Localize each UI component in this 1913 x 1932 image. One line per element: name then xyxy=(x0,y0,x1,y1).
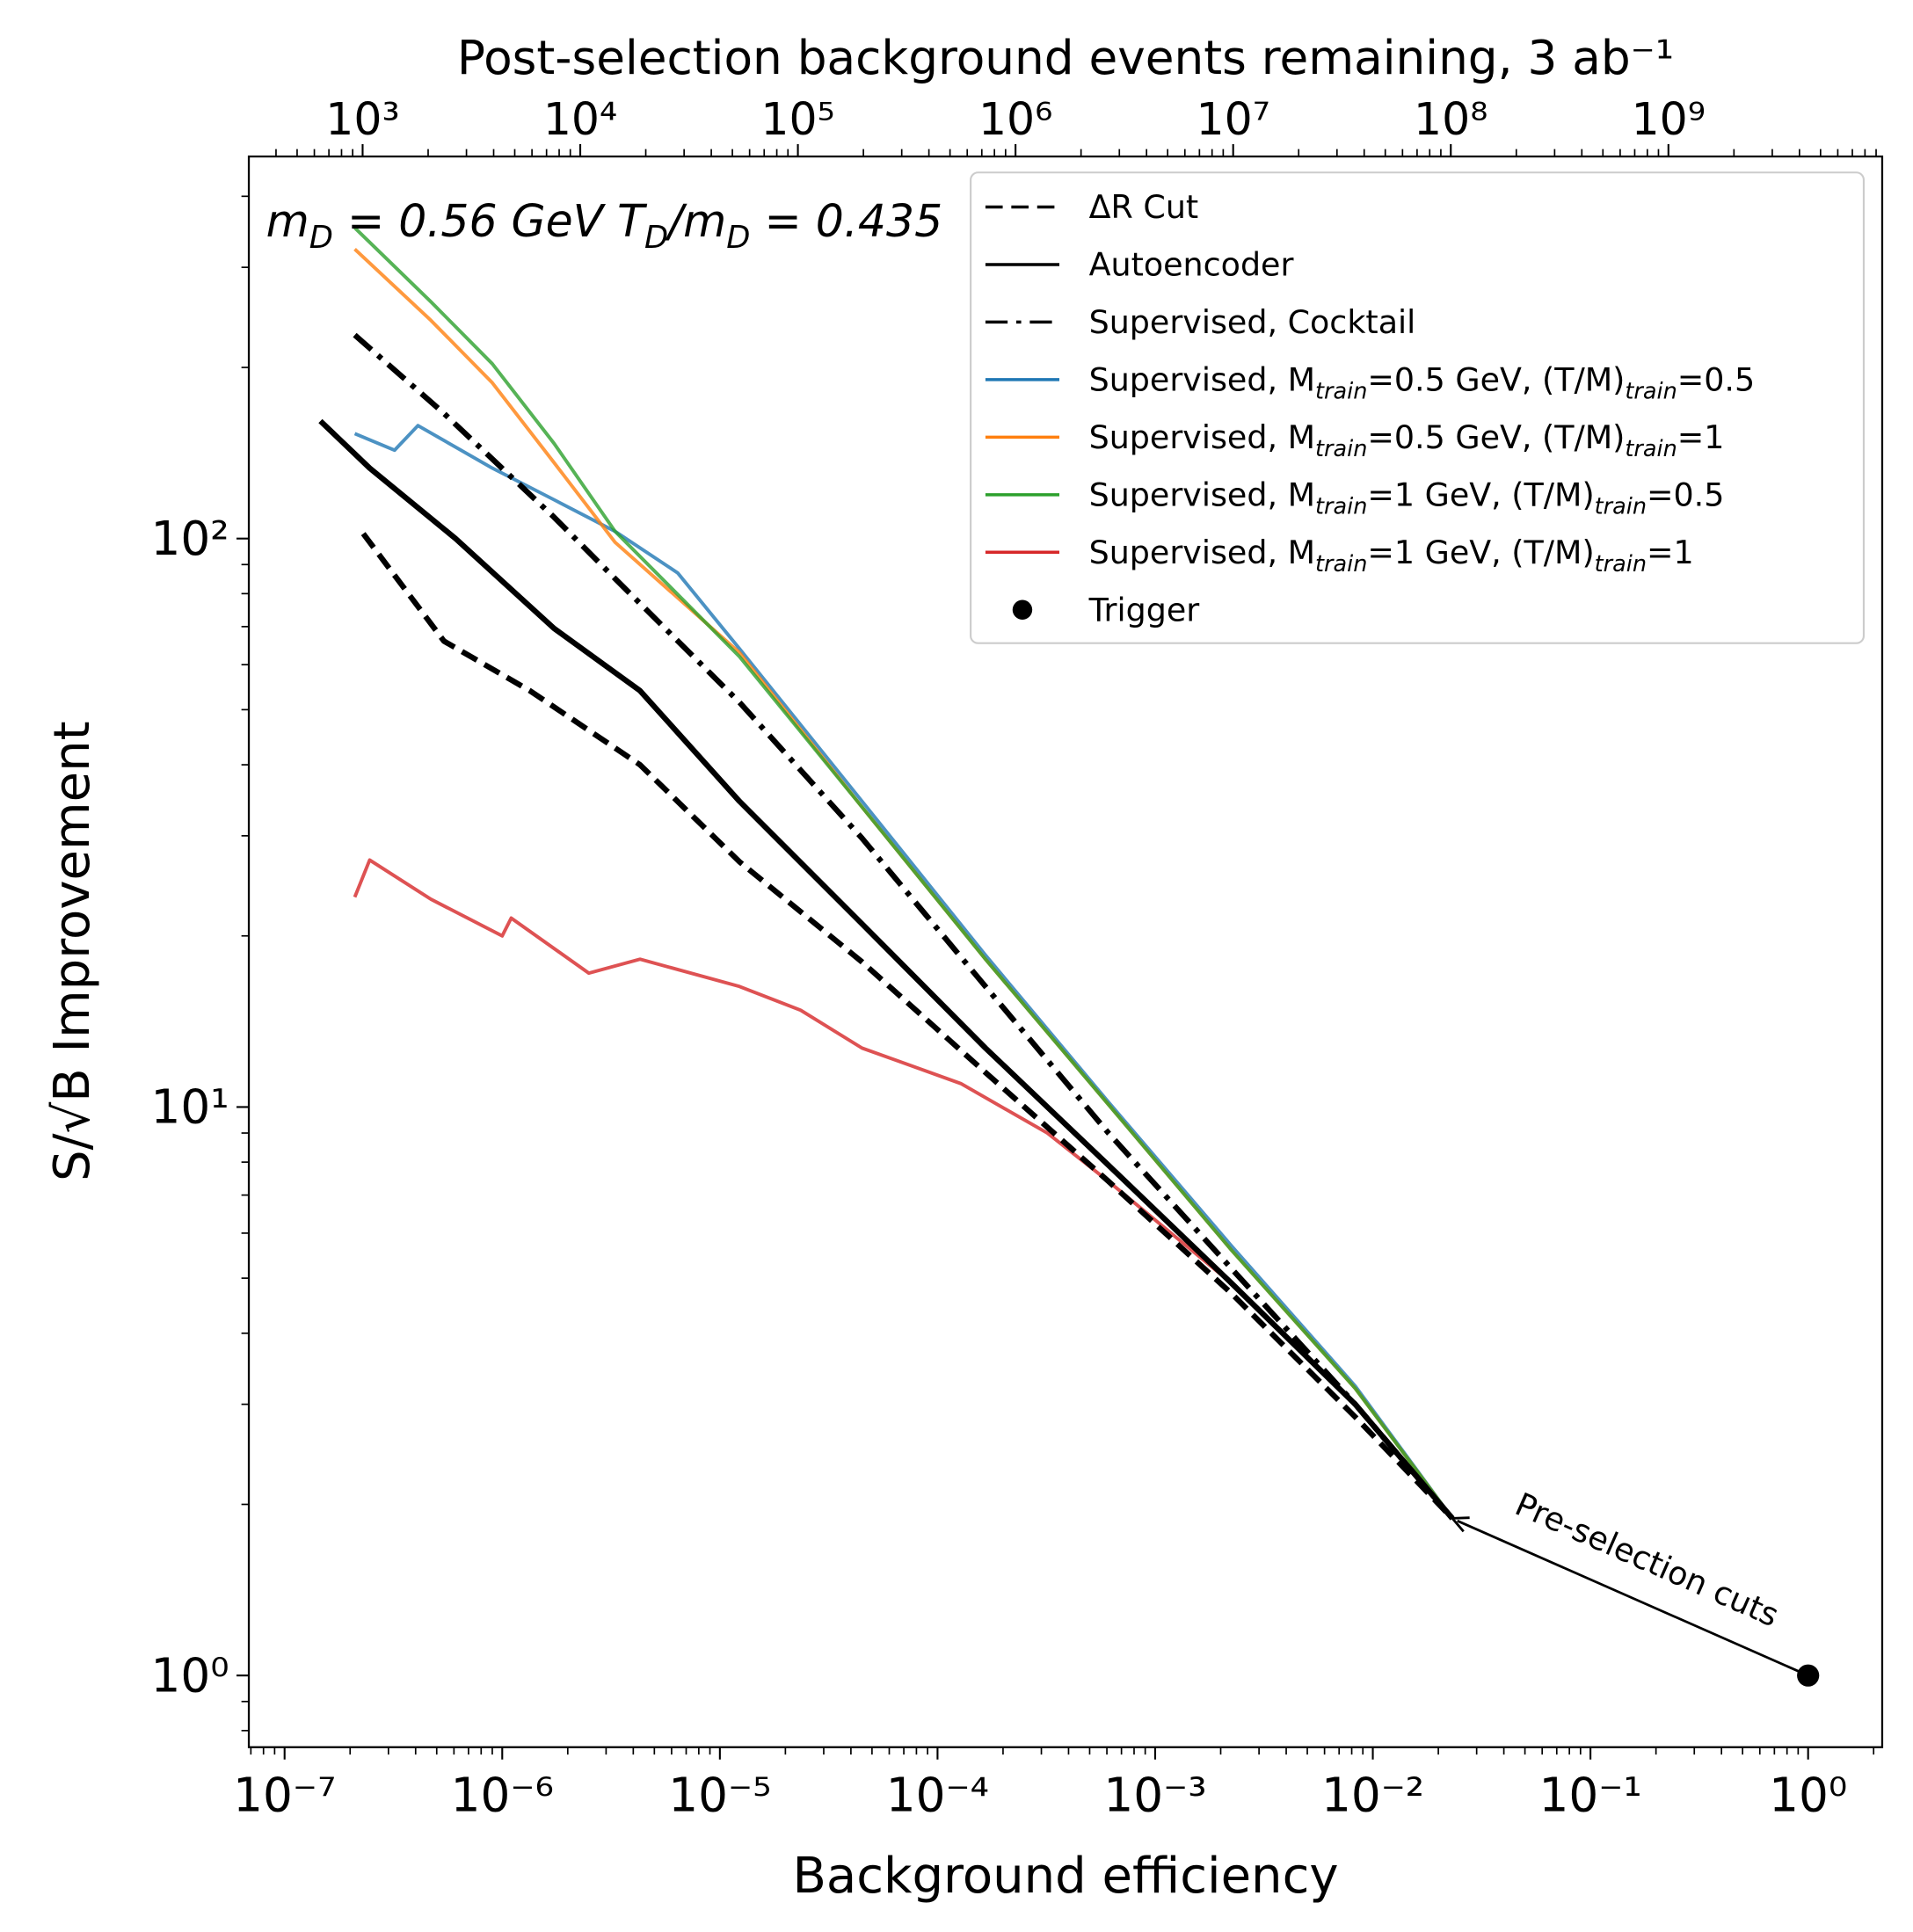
y-tick-label: 10² xyxy=(151,512,229,566)
y-tick-label: 10¹ xyxy=(151,1080,229,1135)
plot-frame xyxy=(247,155,1884,1748)
x-tick-label: 10⁰ xyxy=(1769,1769,1847,1823)
x2-tick-label: 10⁷ xyxy=(1197,93,1270,145)
legend-label: Supervised, Cocktail xyxy=(1089,303,1416,341)
x2-tick-label: 10³ xyxy=(325,93,399,145)
series-line xyxy=(353,858,1454,1520)
x2-tick-label: 10⁹ xyxy=(1632,93,1706,145)
annotation: Pre-selection cuts xyxy=(1509,1485,1784,1635)
annotation-arrow xyxy=(1457,1519,1809,1677)
legend-label: ΔR Cut xyxy=(1089,188,1199,226)
x-tick-label: 10⁻⁵ xyxy=(668,1769,771,1823)
x2-tick-label: 10⁶ xyxy=(978,93,1052,145)
legend-label: Supervised, Mtrain=1 GeV, (T/M)train=0.5 xyxy=(1089,476,1725,519)
x2-tick-label: 10⁸ xyxy=(1414,93,1487,145)
series-line xyxy=(318,418,1455,1521)
x-tick-label: 10⁻⁷ xyxy=(233,1769,336,1823)
legend-label: Supervised, Mtrain=0.5 GeV, (T/M)train=1 xyxy=(1089,418,1725,462)
series-line xyxy=(353,332,1455,1521)
x2-tick-label: 10⁵ xyxy=(760,93,834,145)
series-line xyxy=(353,424,1454,1520)
x-axis-label: Background efficiency xyxy=(792,1848,1338,1905)
x-tick-label: 10⁻⁴ xyxy=(886,1769,989,1823)
series-line xyxy=(360,532,1455,1521)
x-tick-label: 10⁻¹ xyxy=(1539,1769,1642,1823)
legend-label: Supervised, Mtrain=0.5 GeV, (T/M)train=0… xyxy=(1089,360,1756,404)
x-tick-label: 10⁻⁶ xyxy=(451,1769,554,1823)
y-axis-label: S/√B Improvement xyxy=(44,721,101,1181)
plot-text: mD = 0.56 GeV TD/mD = 0.435 xyxy=(266,195,943,256)
x2-tick-label: 10⁴ xyxy=(543,93,617,145)
plot-area xyxy=(318,226,1820,1687)
legend-box xyxy=(970,171,1866,644)
x-tick-label: 10⁻² xyxy=(1321,1769,1424,1823)
series-line xyxy=(353,226,1454,1520)
legend-marker xyxy=(1012,599,1033,620)
annotation-arrowhead xyxy=(1450,1516,1470,1533)
legend-label: Autoencoder xyxy=(1089,246,1294,284)
y-tick-label: 10⁰ xyxy=(151,1648,229,1703)
legend-label: Trigger xyxy=(1088,591,1200,628)
legend-label: Supervised, Mtrain=1 GeV, (T/M)train=1 xyxy=(1089,534,1694,577)
x2-axis-label: Post-selection background events remaini… xyxy=(457,31,1674,85)
x-tick-label: 10⁻³ xyxy=(1103,1769,1206,1823)
